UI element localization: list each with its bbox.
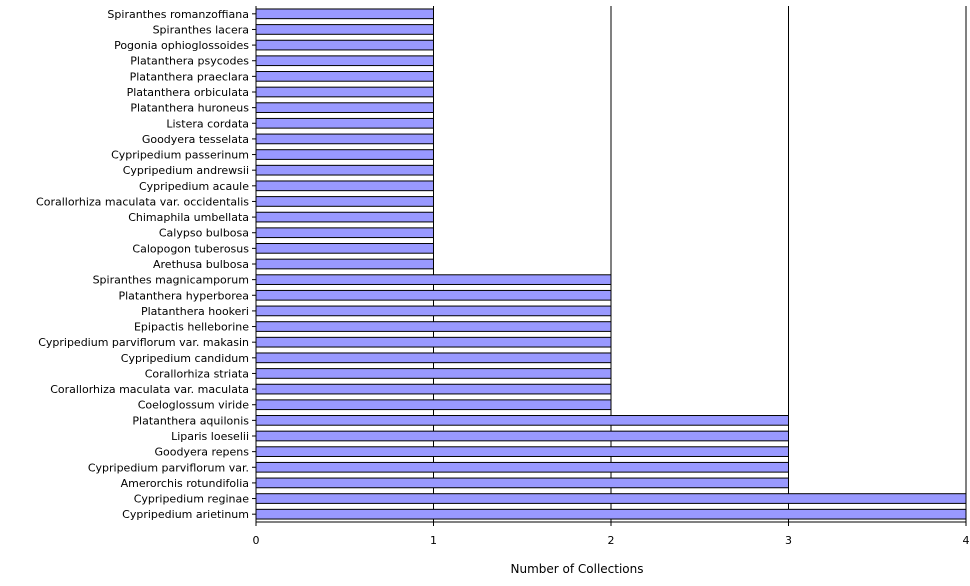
x-tick-labels: 0 1 2 3 4 (253, 534, 970, 547)
bar (255, 180, 434, 192)
bar (255, 133, 434, 145)
x-tick-label: 4 (963, 534, 970, 547)
x-tick-label: 0 (253, 534, 260, 547)
bar (255, 305, 612, 317)
bar (255, 39, 434, 51)
category-label: Listera cordata (166, 117, 249, 130)
bar (255, 86, 434, 98)
bar (255, 383, 612, 395)
bar (255, 227, 434, 239)
bar (255, 477, 789, 489)
bar (255, 211, 434, 223)
category-label: Platanthera aquilonis (132, 414, 249, 427)
bar (255, 55, 434, 67)
category-label: Platanthera hookeri (141, 305, 249, 318)
bar (255, 274, 612, 285)
category-label: Platanthera praeclara (130, 70, 249, 83)
axes (252, 6, 967, 526)
category-label: Spiranthes romanzoffiana (107, 8, 249, 21)
category-label: Coeloglossum viride (138, 399, 250, 412)
category-label: Cypripedium candidum (121, 352, 249, 365)
bar (255, 430, 789, 442)
category-label: Calypso bulbosa (159, 227, 249, 240)
bar (255, 149, 434, 160)
x-tick-label: 3 (785, 534, 792, 547)
bar (255, 164, 434, 176)
category-label: Chimaphila umbellata (128, 211, 249, 224)
bar (255, 102, 434, 113)
category-label: Calopogon tuberosus (132, 242, 249, 255)
category-label: Platanthera orbiculata (127, 86, 249, 99)
category-label: Epipactis helleborine (134, 321, 249, 334)
bar (255, 336, 612, 348)
bar (255, 415, 789, 426)
bar (255, 258, 434, 270)
bar (255, 117, 434, 129)
category-labels: Spiranthes romanzoffiana Spiranthes lacer… (36, 8, 249, 521)
bar (255, 493, 967, 504)
bar (255, 71, 434, 82)
category-label: Pogonia ophioglossoides (114, 39, 249, 52)
category-label: Corallorhiza striata (145, 367, 249, 380)
category-label: Platanthera psycodes (130, 55, 249, 68)
category-label: Arethusa bulbosa (153, 258, 249, 271)
x-axis-title: Number of Collections (510, 562, 643, 576)
category-label: Cypripedium arietinum (122, 508, 249, 521)
bar (255, 399, 612, 411)
bar (255, 289, 612, 301)
category-label: Platanthera huroneus (130, 102, 249, 115)
gridlines (433, 6, 967, 522)
category-label: Cypripedium parviflorum var. makasin (38, 336, 249, 349)
bar (255, 446, 789, 457)
category-label: Cypripedium reginae (134, 493, 250, 506)
bar (255, 321, 612, 332)
category-label: Goodyera tesselata (142, 133, 249, 146)
bar (255, 368, 612, 379)
category-label: Amerorchis rotundifolia (121, 477, 249, 490)
category-label: Cypripedium passerinum (111, 149, 249, 162)
category-label: Cypripedium parviflorum var. (88, 461, 249, 474)
bar (255, 196, 434, 207)
category-label: Platanthera hyperborea (118, 289, 249, 302)
category-label: Cypripedium andrewsii (123, 164, 249, 177)
x-tick-label: 1 (430, 534, 437, 547)
category-label: Cypripedium acaule (139, 180, 249, 193)
bar (255, 24, 434, 35)
category-label: Corallorhiza maculata var. occidentalis (36, 195, 249, 208)
bar (255, 243, 434, 254)
x-tick-label: 2 (608, 534, 615, 547)
bar (255, 8, 434, 20)
bar (255, 508, 967, 520)
bar (255, 352, 612, 364)
category-label: Corallorhiza maculata var. maculata (50, 383, 249, 396)
category-label: Spiranthes lacera (153, 23, 249, 36)
category-label: Spiranthes magnicamporum (93, 274, 249, 287)
category-label: Liparis loeselii (171, 430, 249, 443)
bar (255, 461, 789, 473)
category-label: Goodyera repens (154, 446, 249, 459)
